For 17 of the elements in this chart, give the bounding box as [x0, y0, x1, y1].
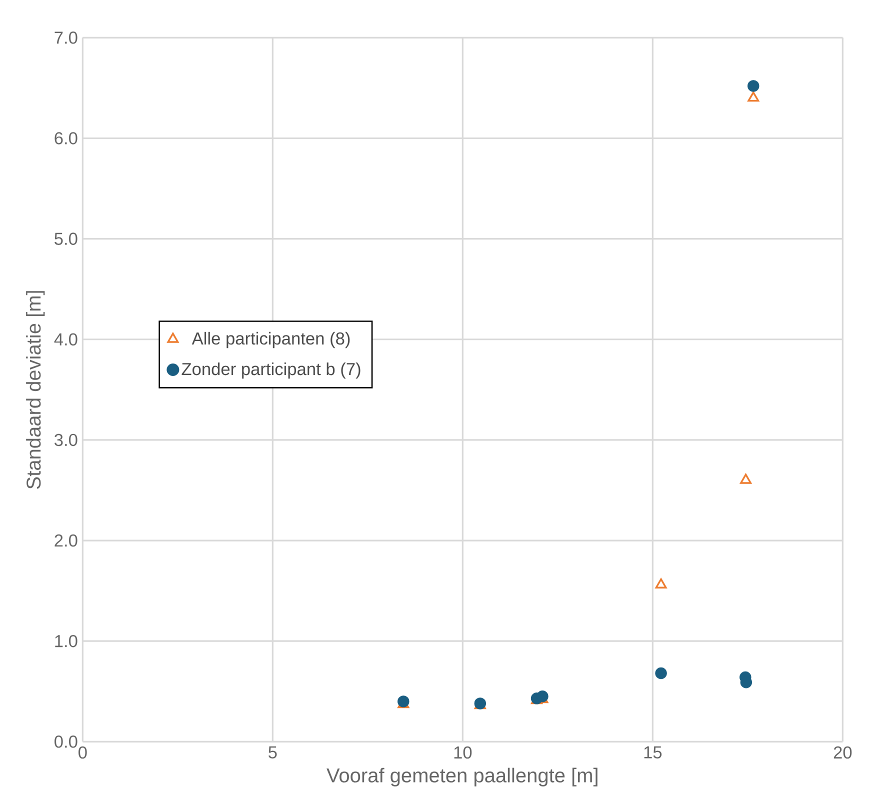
- y-tick-label: 4.0: [54, 333, 78, 346]
- y-tick-label: 5.0: [54, 232, 78, 245]
- y-tick-label: 3.0: [54, 434, 78, 446]
- y-tick-label: 7.0: [54, 32, 78, 44]
- y-tick-label: 6.0: [54, 132, 78, 144]
- y-tick-label: 2.0: [54, 534, 78, 547]
- x-axis-title: Vooraf gemeten paallengte [m]: [326, 768, 598, 786]
- legend-label: Alle participanten (8): [192, 332, 350, 348]
- x-tick-label: 0: [78, 746, 87, 759]
- x-tick-label: 20: [834, 746, 852, 759]
- y-tick-label: 0.0: [54, 736, 78, 748]
- y-tick-label: 1.0: [55, 634, 78, 648]
- y-axis-title: Standaard deviatie [m]: [26, 291, 45, 489]
- x-tick-label: 10: [454, 746, 472, 759]
- legend-label: Zonder participant b (7): [182, 362, 360, 379]
- x-tick-label: 5: [268, 746, 277, 758]
- x-tick-label: 15: [644, 746, 662, 758]
